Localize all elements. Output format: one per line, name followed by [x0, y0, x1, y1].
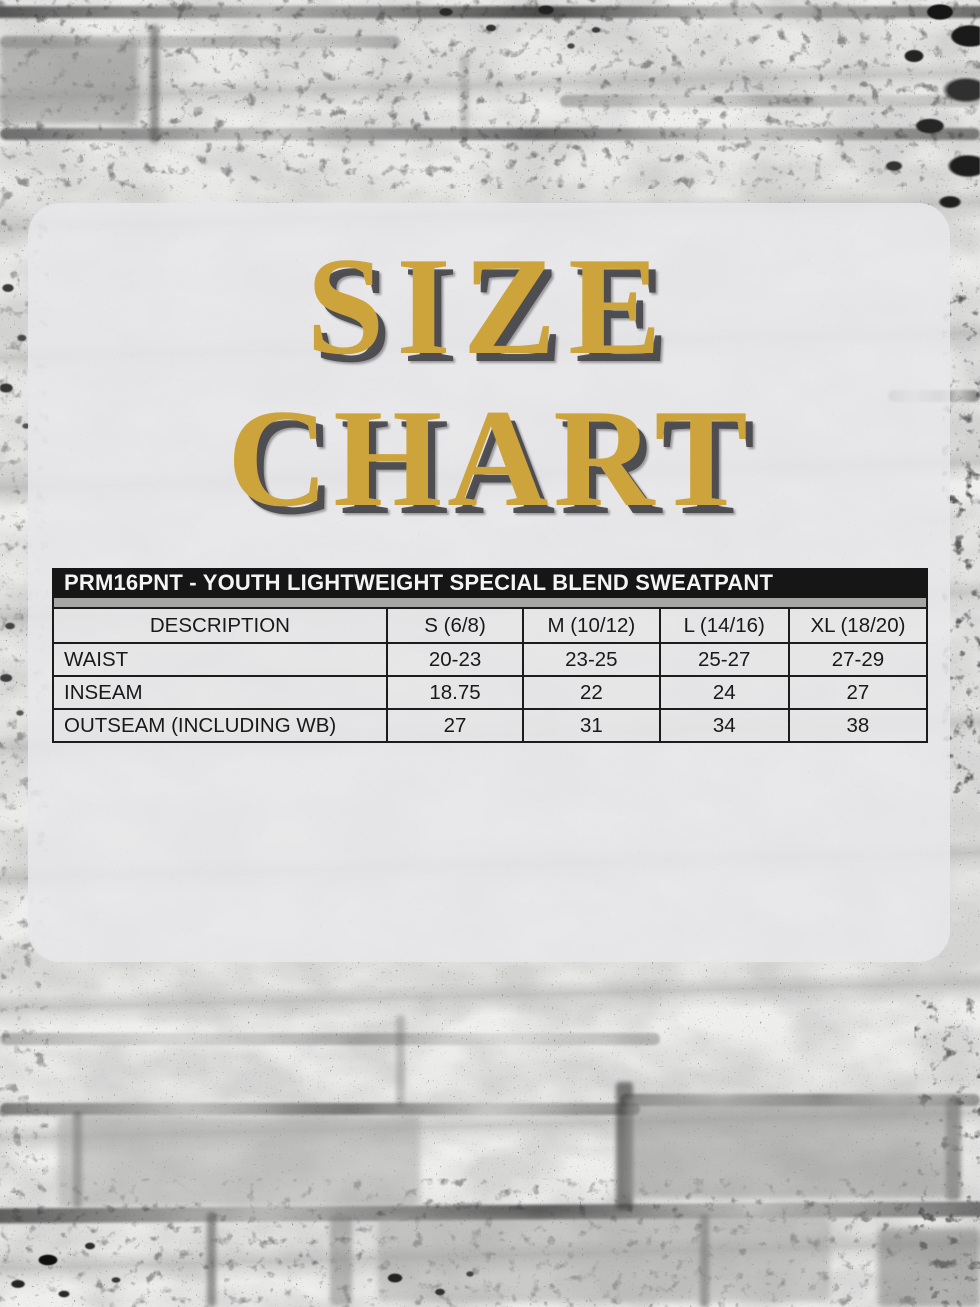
- size-value: 27-29: [787, 642, 929, 677]
- size-value: 18.75: [385, 675, 525, 710]
- table-row-waist: WAIST 20-23 23-25 25-27 27-29: [52, 642, 929, 677]
- paint-chips: [0, 1232, 145, 1307]
- brick-joint: [150, 25, 159, 143]
- paint-chips: [360, 1262, 490, 1307]
- page-title: SIZE CHART: [0, 237, 980, 529]
- brick-patch: [626, 1096, 960, 1198]
- mortar-line: [0, 1103, 640, 1115]
- brick-patch: [0, 38, 138, 124]
- size-value: 27: [385, 708, 525, 743]
- brick-patch: [878, 1228, 980, 1307]
- size-value: 24: [658, 675, 790, 710]
- title-line-chart: CHART: [227, 381, 753, 536]
- brick-joint: [700, 1215, 709, 1307]
- brick-joint: [460, 55, 469, 137]
- size-value: 34: [658, 708, 790, 743]
- row-label: OUTSEAM (INCLUDING WB): [52, 708, 388, 743]
- paint-chips: [416, 0, 626, 58]
- size-value: 25-27: [658, 642, 790, 677]
- size-value: 20-23: [385, 642, 525, 677]
- size-value: 27: [787, 675, 929, 710]
- table-row-inseam: INSEAM 18.75 22 24 27: [52, 675, 929, 710]
- brick-patch: [58, 1116, 420, 1206]
- column-header-description: DESCRIPTION: [52, 607, 388, 644]
- row-label: INSEAM: [52, 675, 388, 710]
- mortar-line: [0, 128, 980, 140]
- brick-joint: [330, 1215, 352, 1305]
- column-header-m: M (10/12): [522, 607, 661, 644]
- size-table: DESCRIPTION S (6/8) M (10/12) L (14/16) …: [52, 607, 929, 743]
- mortar-line: [0, 1033, 660, 1045]
- brick-joint: [207, 1212, 216, 1307]
- size-value: 23-25: [522, 642, 661, 677]
- product-header-bar: PRM16PNT - YOUTH LIGHTWEIGHT SPECIAL BLE…: [52, 568, 928, 598]
- size-value: 22: [522, 675, 661, 710]
- paint-chips: [818, 0, 980, 218]
- table-header-row: DESCRIPTION S (6/8) M (10/12) L (14/16) …: [52, 607, 929, 644]
- title-line-size: SIZE: [306, 229, 674, 384]
- row-label: WAIST: [52, 642, 388, 677]
- brick-joint: [396, 1015, 405, 1107]
- column-header-xl: XL (18/20): [787, 607, 929, 644]
- table-row-outseam: OUTSEAM (INCLUDING WB) 27 31 34 38: [52, 708, 929, 743]
- column-header-s: S (6/8): [385, 607, 525, 644]
- size-value: 38: [787, 708, 929, 743]
- size-value: 31: [522, 708, 661, 743]
- divider-strip: [52, 598, 928, 607]
- column-header-l: L (14/16): [658, 607, 790, 644]
